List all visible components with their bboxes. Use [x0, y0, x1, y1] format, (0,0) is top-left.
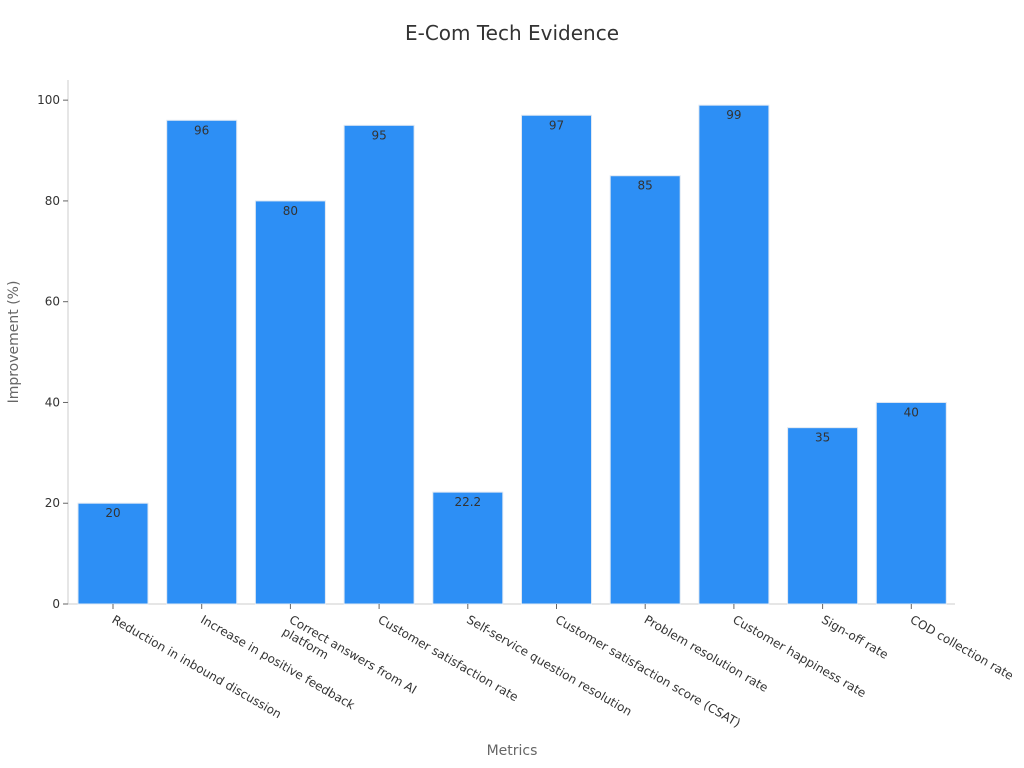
x-tick-label-line: Sign-off rate [819, 612, 891, 661]
bar-value-label: 40 [904, 405, 919, 419]
bar [254, 200, 326, 605]
y-tick-label: 20 [45, 496, 60, 510]
bar-value-label: 20 [105, 506, 120, 520]
x-tick-label: Increase in positive feedback [198, 612, 357, 712]
x-tick-label: Reduction in inbound discussion [110, 612, 284, 721]
bar [521, 114, 592, 605]
y-axis-title: Improvement (%) [6, 281, 22, 404]
x-tick-label-line: Reduction in inbound discussion [110, 612, 284, 721]
y-tick-label: 60 [45, 295, 60, 309]
bar-value-label: 22.2 [454, 495, 481, 509]
x-tick-label: Sign-off rate [819, 612, 891, 661]
x-tick-label: COD collection rate [908, 612, 1016, 682]
bar [609, 175, 681, 605]
y-ticks-group: 0 20 40 60 80 100 [37, 93, 68, 611]
y-tick-label: 100 [37, 93, 60, 107]
bar-value-label: 95 [371, 128, 386, 142]
bar-value-label: 80 [283, 204, 298, 218]
y-tick-label: 40 [45, 395, 60, 409]
bar-value-label: 85 [638, 179, 653, 193]
bar-value-label: 35 [815, 431, 830, 445]
bar-value-label: 96 [194, 123, 209, 137]
y-tick-label: 80 [45, 194, 60, 208]
bar [166, 119, 238, 605]
bar [343, 124, 415, 605]
bar [432, 491, 504, 605]
x-tick-label: Self-service question resolution [464, 612, 634, 718]
bar [787, 427, 859, 605]
x-tick-label: Customer satisfaction rate [376, 612, 521, 704]
bar [698, 104, 770, 605]
x-tick-label-line: Customer satisfaction score (CSAT) [553, 612, 743, 730]
y-tick-label: 0 [52, 597, 60, 611]
bar-value-label: 99 [726, 108, 741, 122]
bars-group [77, 104, 947, 605]
x-tick-label: Customer satisfaction score (CSAT) [553, 612, 743, 730]
x-tick-label-line: Self-service question resolution [464, 612, 634, 718]
x-ticks-group: Reduction in inbound discussionIncrease … [110, 604, 1016, 730]
x-tick-label-line: Customer satisfaction rate [376, 612, 521, 704]
chart-title: E-Com Tech Evidence [405, 21, 619, 45]
bar-value-label: 97 [549, 118, 564, 132]
bar [77, 502, 149, 605]
x-tick-label-line: COD collection rate [908, 612, 1016, 682]
x-tick-label-line: Increase in positive feedback [198, 612, 357, 712]
bar-labels-group: 20 96 80 95 22.2 97 85 99 35 40 [105, 108, 919, 520]
bar [875, 401, 947, 605]
x-axis-title: Metrics [487, 743, 538, 759]
